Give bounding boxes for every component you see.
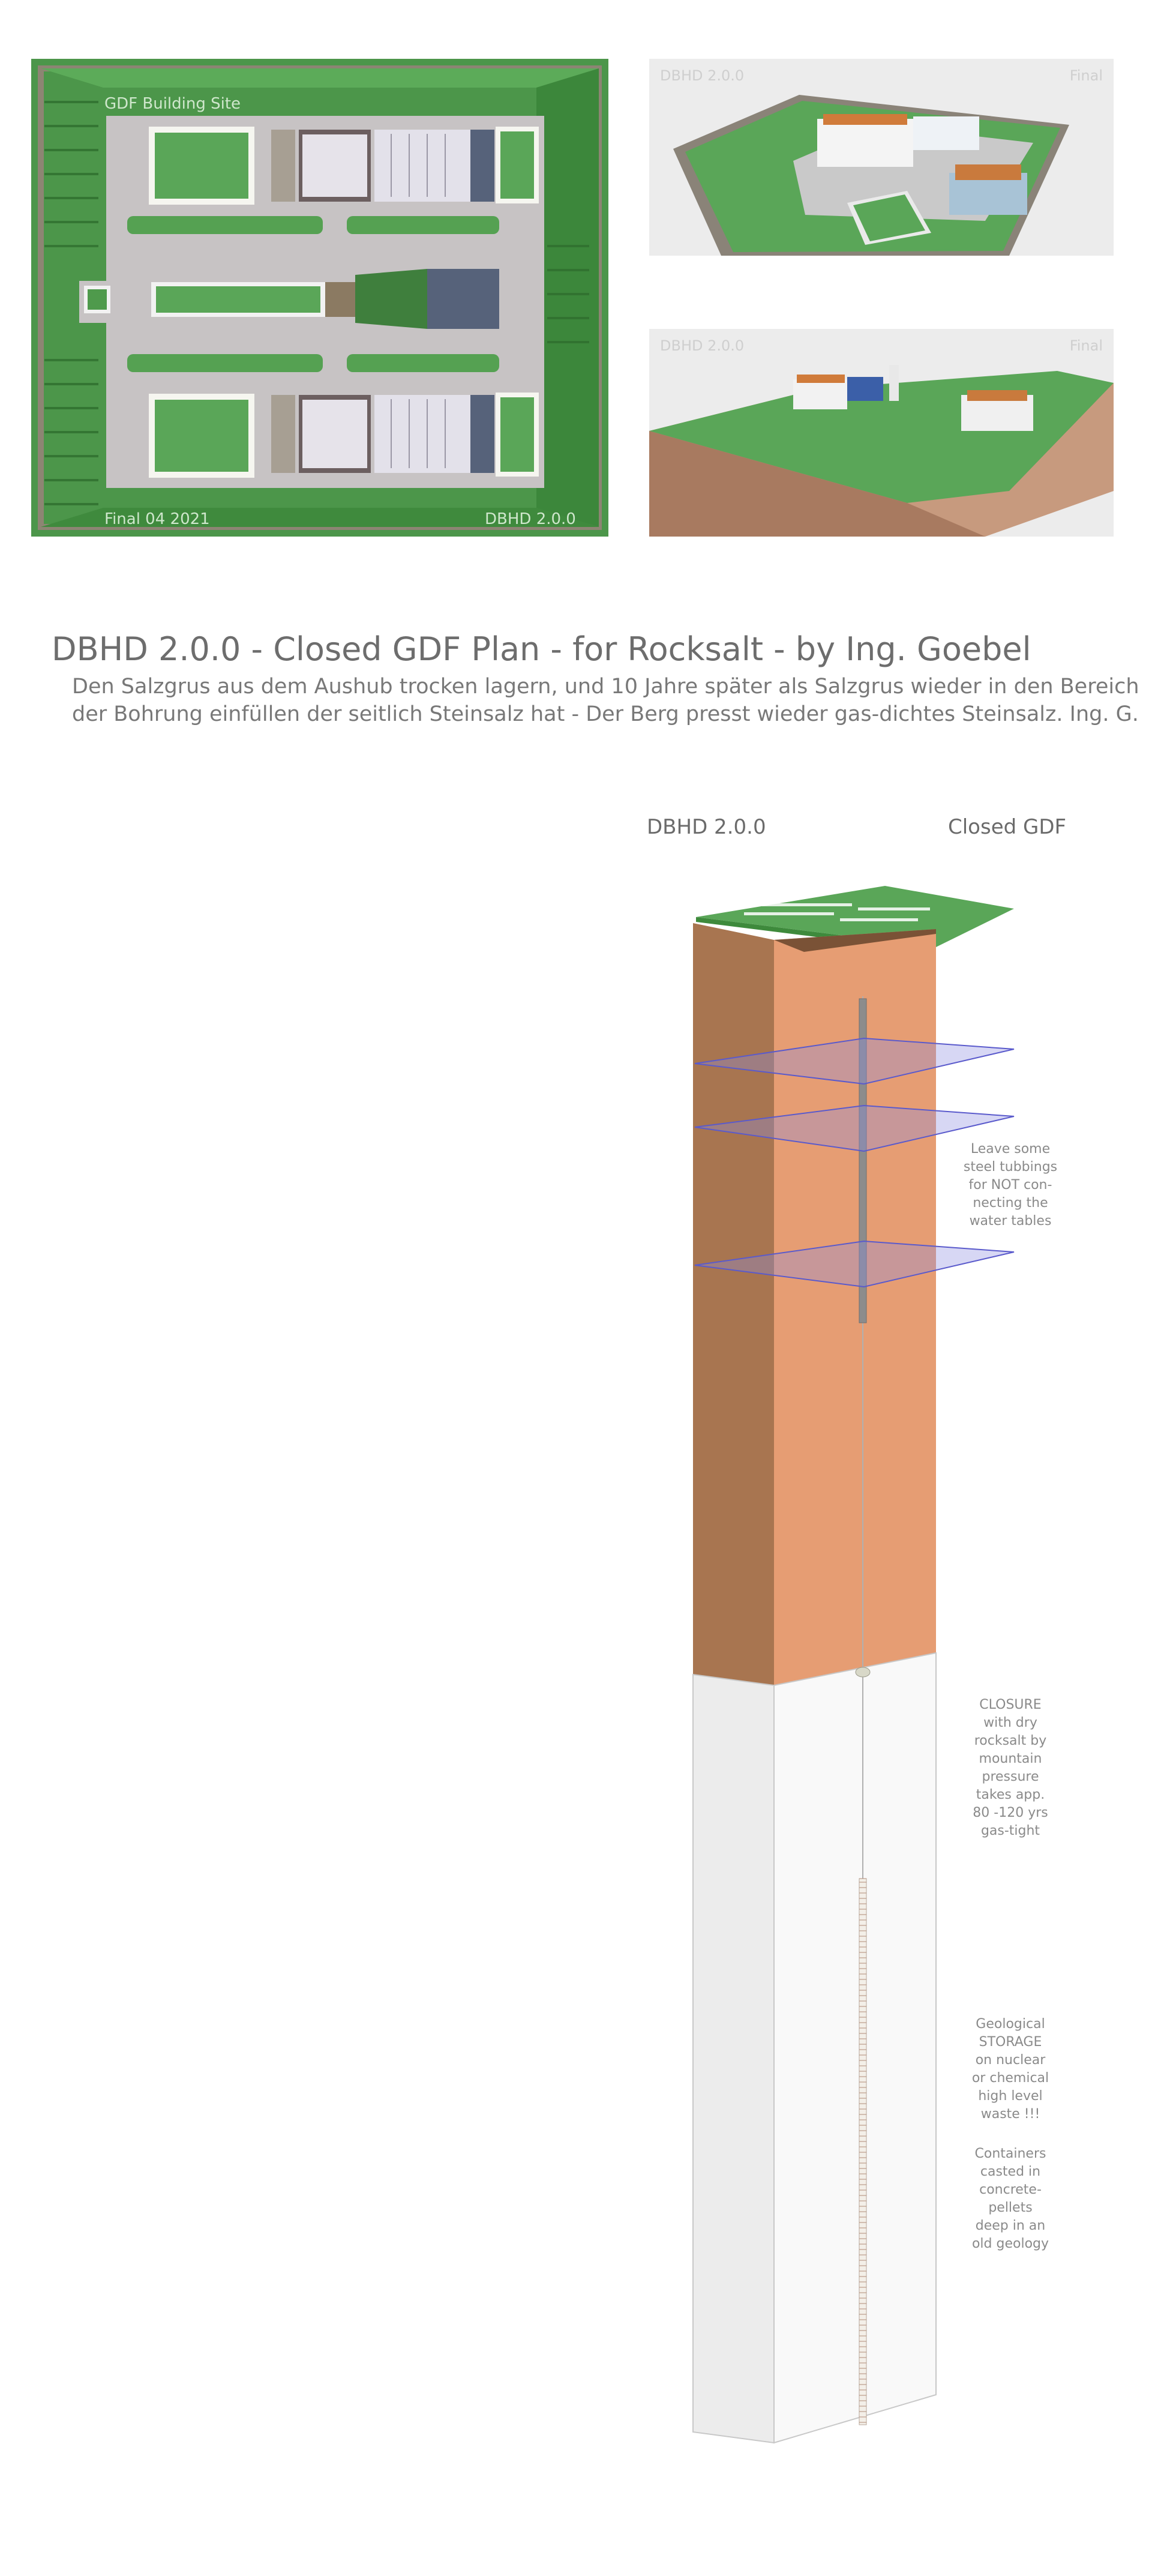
page-title: DBHD 2.0.0 - Closed GDF Plan - for Rocks… [52,630,1031,668]
diagram-header-status: Closed GDF [948,815,1067,839]
site-label: GDF Building Site [104,95,241,113]
site-render-bottom: DBHD 2.0.0 Final [649,329,1114,537]
containers-note: Containers casted in concrete- pellets d… [971,2146,1049,2251]
render-bottom-status: Final [1069,337,1103,354]
final-date-label: Final 04 2021 [104,510,210,528]
water-table-planes [694,1037,1015,1288]
render-top-status: Final [1069,67,1103,84]
site-version-label: DBHD 2.0.0 [485,510,576,528]
site-render-top: DBHD 2.0.0 Final [649,59,1114,256]
salt-block-front [774,929,936,1685]
render-top-drawing [673,95,1069,256]
diagram-header-version: DBHD 2.0.0 [647,815,766,839]
container-stack [859,1878,867,2425]
render-bottom-version: DBHD 2.0.0 [660,337,745,354]
storage-block-front [773,1652,937,2444]
storage-block-side [692,1673,775,2444]
closure-plug [855,1667,871,1678]
site-plan-image: GDF Building Site Final 04 2021 DBHD 2.0… [31,59,608,537]
surface-markings [744,903,930,921]
description-line-1: Den Salzgrus aus dem Aushub trocken lage… [72,675,1139,699]
storage-note: Geological STORAGE on nuclear or chemica… [971,2017,1049,2122]
description-line-2: der Bohrung einfüllen der seitlich Stein… [72,702,1139,726]
render-bottom-drawing [649,365,1114,537]
water-table-note: Leave some steel tubbings for NOT con- n… [963,1142,1058,1229]
site-plan-drawing [31,59,608,537]
render-top-version: DBHD 2.0.0 [660,67,745,84]
closure-note: CLOSURE with dry rocksalt by mountain pr… [973,1697,1048,1838]
salt-block-side [693,923,774,1685]
